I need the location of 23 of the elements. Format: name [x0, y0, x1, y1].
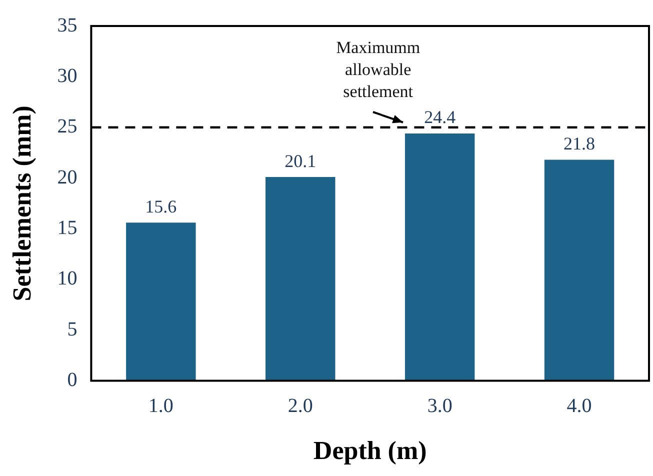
data-label: 15.6	[145, 196, 177, 216]
y-tick-label: 5	[67, 318, 78, 340]
x-axis-title: Depth (m)	[313, 436, 427, 466]
y-tick-label: 25	[57, 116, 78, 138]
y-tick-label: 20	[57, 166, 78, 188]
bar	[126, 222, 196, 381]
y-axis-title: Settlements (mm)	[7, 106, 36, 302]
y-tick-label: 35	[57, 14, 78, 36]
data-label: 21.8	[564, 134, 596, 154]
bar	[544, 160, 614, 381]
data-label: 20.1	[284, 150, 316, 171]
y-tick-label: 0	[67, 369, 78, 392]
y-tick-label: 10	[57, 268, 78, 290]
bar	[404, 133, 475, 381]
y-tick-label: 15	[57, 216, 78, 239]
ref-line-label: Maximumm allowable settlement	[336, 38, 420, 101]
bar	[266, 177, 336, 381]
data-label: 24.4	[424, 107, 456, 128]
y-tick-label: 30	[57, 64, 78, 87]
x-tick-label: 2.0	[288, 395, 313, 418]
x-tick-label: 3.0	[427, 395, 452, 418]
x-tick-label: 4.0	[566, 395, 592, 418]
x-tick-label: 1.0	[148, 395, 174, 418]
